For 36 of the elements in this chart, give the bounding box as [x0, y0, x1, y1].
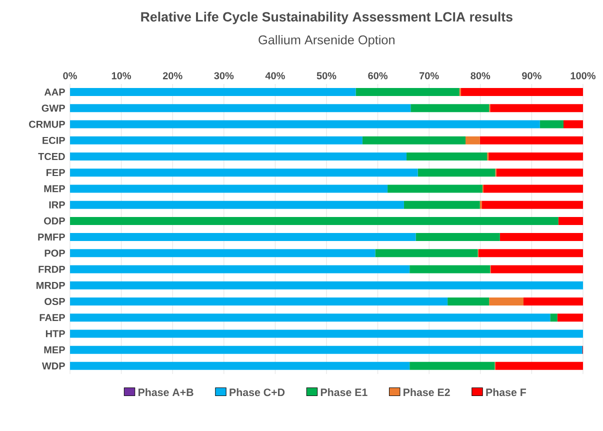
x-tick-label: 0%: [63, 72, 77, 80]
legend-label: Phase C+D: [230, 388, 285, 396]
y-tick-label: CRMUP: [29, 120, 65, 128]
y-tick-label: FEP: [46, 169, 65, 176]
y-tick-label: MEP: [44, 185, 65, 192]
y-tick-label: HTP: [46, 330, 65, 338]
legend-label: Phase A+B: [138, 388, 194, 396]
x-tick-label: 80%: [470, 72, 490, 80]
legend-label: Phase E2: [404, 388, 450, 396]
x-tick-label: 70%: [420, 72, 439, 80]
y-tick-label: AAP: [44, 88, 65, 96]
y-tick-label: MRDP: [36, 282, 65, 289]
y-tick-label: FRDP: [38, 266, 65, 273]
y-tick-label: FAEP: [40, 314, 65, 322]
x-tick-label: 10%: [112, 72, 132, 80]
y-tick-label: OSP: [44, 298, 65, 306]
x-tick-label: 90%: [522, 72, 542, 80]
legend-label: Phase E1: [320, 388, 368, 396]
x-tick-label: 20%: [162, 72, 182, 80]
x-tick-label: 30%: [214, 72, 234, 80]
y-tick-label: IRP: [49, 201, 65, 208]
y-tick-label: ODP: [44, 217, 65, 224]
x-tick-label: 40%: [265, 72, 285, 80]
y-tick-label: GWP: [42, 104, 65, 112]
chart-subtitle: Gallium Arsenide Option: [258, 35, 394, 47]
x-tick-label: 50%: [316, 72, 336, 80]
chart-title: Relative Life Cycle Sustainability Assessment LCIA results: [141, 12, 512, 24]
y-tick-label: PMFP: [38, 234, 65, 240]
y-tick-label: POP: [44, 250, 65, 257]
legend-label: Phase F: [486, 388, 526, 396]
x-tick-label: 100%: [570, 72, 596, 80]
y-tick-label: WDP: [42, 362, 65, 370]
y-tick-label: TCED: [38, 152, 65, 160]
y-tick-label: ECIP: [42, 136, 65, 144]
y-tick-label: MEP: [44, 346, 65, 354]
x-tick-label: 60%: [368, 72, 388, 80]
